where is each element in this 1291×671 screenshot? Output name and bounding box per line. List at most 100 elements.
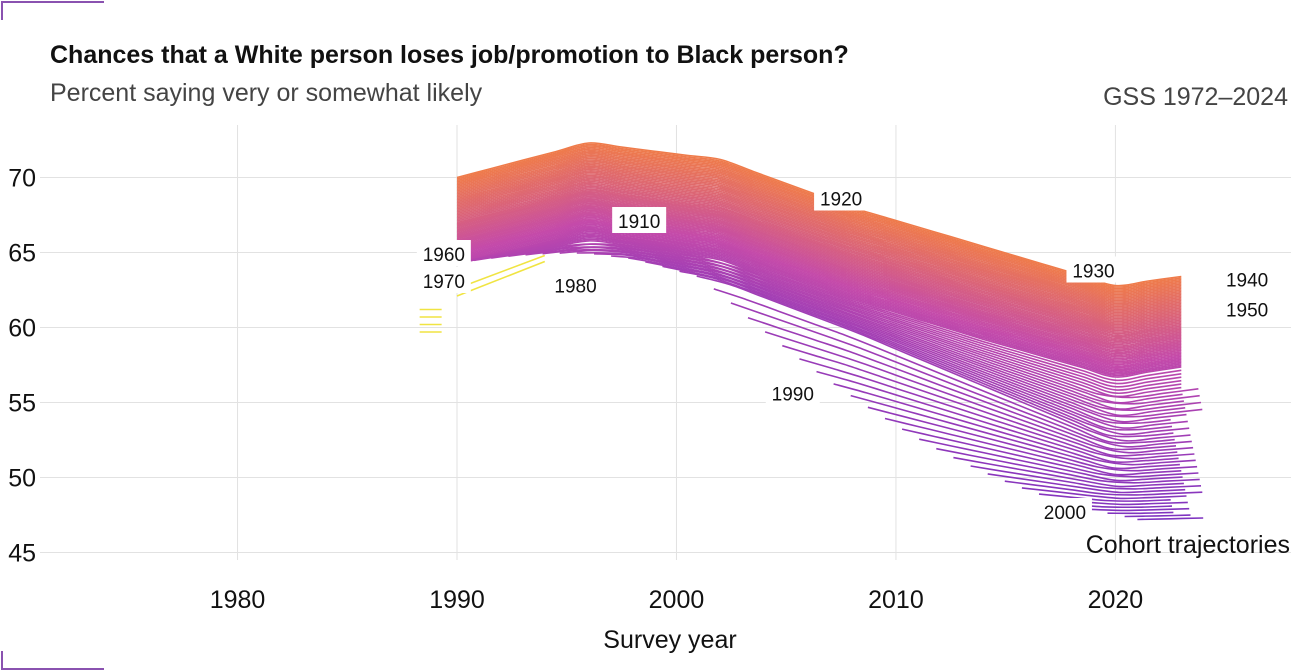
cohort-line bbox=[456, 198, 1182, 343]
cohort-line bbox=[456, 174, 1182, 318]
x-tick-label: 1990 bbox=[429, 586, 485, 614]
cohort-line bbox=[456, 185, 1182, 329]
cohort-label: 1920 bbox=[820, 190, 862, 211]
cohort-line bbox=[525, 246, 1184, 410]
cohort-line bbox=[850, 394, 1180, 470]
cohort-line bbox=[456, 220, 1182, 368]
cohort-line bbox=[456, 199, 1182, 344]
cohort-line bbox=[576, 252, 1203, 418]
cohort-line bbox=[456, 229, 1182, 377]
cohort-line bbox=[1021, 487, 1187, 500]
cohort-line bbox=[456, 165, 1182, 309]
cohort-line bbox=[456, 187, 1182, 330]
chart-source: GSS 1972–2024 bbox=[1103, 83, 1288, 111]
y-axis-ticks: 45 50 55 60 65 70 bbox=[8, 165, 36, 568]
cohort-label-bg bbox=[765, 379, 820, 406]
cohort-line bbox=[456, 173, 1182, 317]
cohort-line bbox=[456, 162, 1182, 306]
cohort-line bbox=[936, 447, 1200, 484]
cohort-label: 1910 bbox=[618, 212, 660, 233]
corner-bracket-bottom bbox=[1, 651, 104, 670]
cohort-line bbox=[782, 344, 1178, 457]
cohort-line bbox=[456, 180, 1182, 324]
cohort-line bbox=[456, 171, 1182, 315]
cohort-line bbox=[919, 438, 1183, 482]
cohort-line bbox=[456, 177, 1182, 321]
cohort-line bbox=[764, 331, 1194, 454]
cohort-line bbox=[456, 206, 1182, 352]
cohort-label: 1930 bbox=[1072, 262, 1114, 283]
y-tick-label: 70 bbox=[8, 165, 36, 193]
cohort-line bbox=[456, 202, 1182, 347]
x-axis-ticks: 1980 1990 2000 2010 2020 bbox=[210, 586, 1144, 614]
cohort-line bbox=[456, 225, 1182, 372]
cohort-line bbox=[456, 211, 1182, 357]
cohort-line bbox=[456, 192, 1182, 337]
cohort-line bbox=[456, 204, 1182, 349]
cohort-line bbox=[1107, 511, 1174, 515]
cohort-line bbox=[1090, 507, 1190, 512]
x-tick-label: 2020 bbox=[1088, 586, 1144, 614]
cohort-label-bg bbox=[1220, 295, 1275, 322]
cohort-label: 1940 bbox=[1226, 271, 1268, 292]
cohort-line bbox=[628, 257, 1188, 429]
cohort-labels: 1960 1970 1910 1980 1920 1930 1940 1950 1990 2000 bbox=[416, 184, 1275, 524]
cohort-line bbox=[559, 249, 1186, 417]
cohort-label-bg bbox=[1037, 498, 1092, 524]
corner-bracket-top bbox=[1, 1, 104, 20]
cohort-line bbox=[456, 233, 1182, 385]
cohort-line bbox=[456, 191, 1182, 335]
cohort-line bbox=[456, 208, 1182, 354]
cohort-line bbox=[799, 358, 1195, 460]
y-tick-label: 50 bbox=[8, 465, 36, 493]
cohort-label-bg bbox=[416, 267, 471, 293]
y-tick-label: 55 bbox=[8, 390, 36, 418]
cohort-line bbox=[696, 275, 1191, 442]
cohort-line bbox=[1038, 493, 1171, 502]
cohort-label: 1950 bbox=[1226, 301, 1268, 322]
y-tick-label: 65 bbox=[8, 240, 36, 268]
cohort-line bbox=[456, 179, 1182, 323]
cohort-line bbox=[456, 201, 1182, 346]
cohort-line bbox=[456, 215, 1182, 361]
cohort-line bbox=[508, 246, 1200, 405]
y-tick-label: 45 bbox=[8, 540, 36, 568]
cohort-line bbox=[456, 205, 1182, 350]
cohort-line bbox=[456, 238, 1182, 395]
cohort-line bbox=[456, 212, 1182, 358]
cohort-line bbox=[456, 182, 1182, 326]
chart-caption: Cohort trajectories bbox=[1086, 531, 1290, 559]
cohort-line bbox=[456, 227, 1182, 375]
cohort-line bbox=[713, 288, 1175, 444]
cohort-line bbox=[456, 197, 1182, 341]
cohort-line bbox=[456, 226, 1182, 374]
cohort-line bbox=[1137, 517, 1204, 521]
y-tick-label: 60 bbox=[8, 315, 36, 343]
x-tick-label: 2000 bbox=[649, 586, 705, 614]
cohort-line bbox=[456, 190, 1182, 333]
cohort-line bbox=[816, 370, 1179, 464]
x-tick-label: 2010 bbox=[868, 586, 924, 614]
cohort-line bbox=[611, 255, 1171, 425]
cohort-line bbox=[456, 209, 1182, 355]
cohort-line bbox=[901, 428, 1199, 478]
cohort-line bbox=[456, 160, 1182, 305]
cohort-line bbox=[456, 168, 1182, 312]
cohort-label: 1970 bbox=[423, 272, 465, 293]
cohort-line bbox=[456, 188, 1182, 332]
cohort-line bbox=[456, 213, 1182, 360]
cohort-line bbox=[456, 163, 1182, 308]
cohort-line bbox=[456, 183, 1182, 327]
cohort-label-bg bbox=[1220, 265, 1275, 292]
cohort-line bbox=[456, 240, 1182, 398]
cohort-line bbox=[456, 216, 1182, 363]
cohort-label-bg bbox=[814, 184, 869, 211]
cohort-label: 1980 bbox=[554, 277, 596, 298]
cohort-line bbox=[456, 219, 1182, 366]
cohort-lines bbox=[419, 142, 1204, 521]
cohort-line bbox=[491, 243, 1183, 404]
cohort-label-bg bbox=[548, 271, 603, 298]
cohort-line bbox=[747, 316, 1177, 451]
cohort-line bbox=[456, 157, 1182, 302]
